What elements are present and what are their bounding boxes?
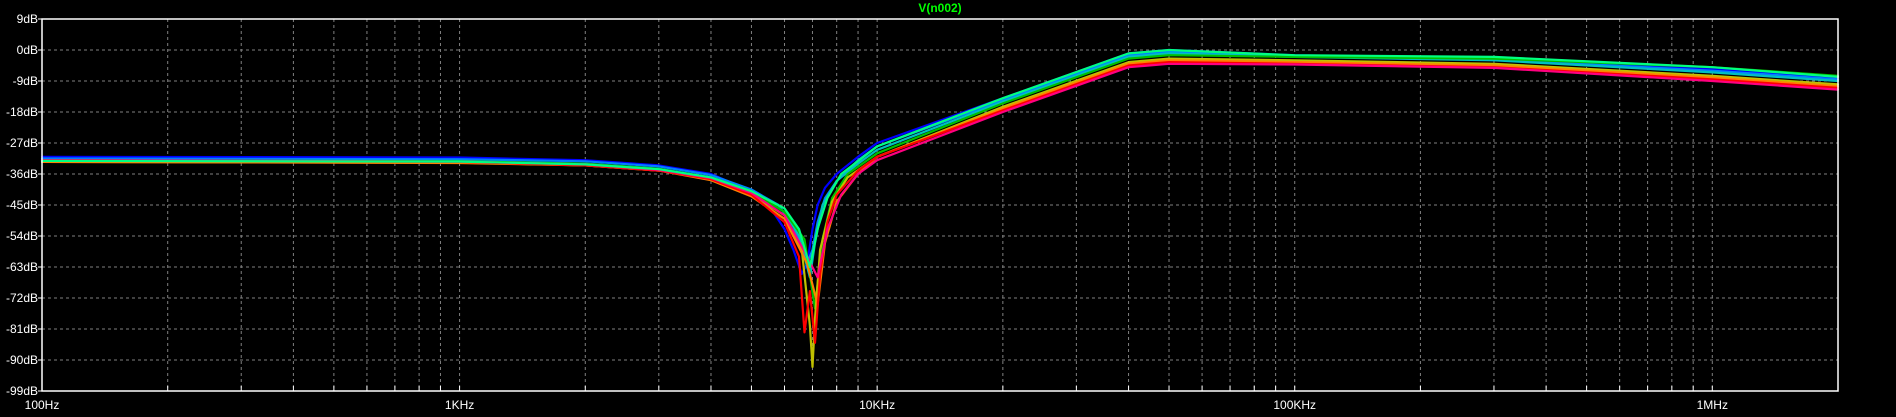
x-tick-label: 1KHz [445,398,474,412]
y-tick-label: -63dB [6,260,38,274]
x-tick-label: 10KHz [859,398,895,412]
y-tick-label: -27dB [6,136,38,150]
x-tick-label: 100Hz [25,398,60,412]
y-tick-label: -45dB [6,198,38,212]
y-tick-label: 9dB [17,12,38,26]
y-axis-ticks: 9dB 0dB -9dB -18dB -27dB -36dB -45dB -54dB -63dB… [6,12,42,398]
y-tick-label: 0dB [17,43,38,57]
x-tick-label: 1MHz [1697,398,1728,412]
series-line-9 [40,48,1840,269]
grid [42,19,1838,391]
y-tick-label: -18dB [6,105,38,119]
y-tick-label: -72dB [6,291,38,305]
series-group [40,48,1840,368]
chart-title: V(n002) [918,1,961,15]
y-tick-label: -36dB [6,167,38,181]
y-tick-label: -54dB [6,229,38,243]
x-axis-ticks: 100Hz 1KHz 10KHz 100KHz 1MHz [25,386,1728,412]
y-tick-label: -9dB [13,74,38,88]
y-tick-label: -81dB [6,322,38,336]
y-tick-label: -99dB [6,384,38,398]
x-tick-label: 100KHz [1273,398,1316,412]
y-tick-label: -90dB [6,353,38,367]
